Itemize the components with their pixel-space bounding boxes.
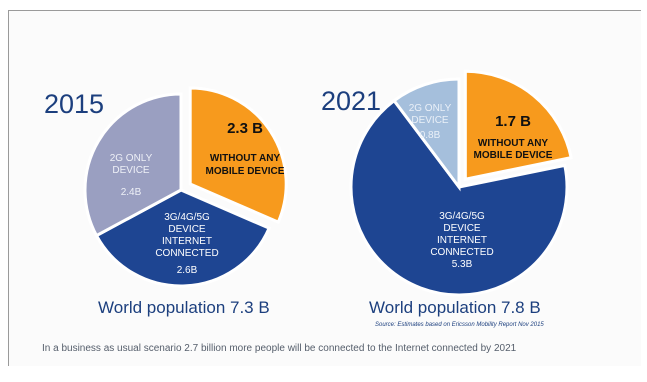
pie-label-line: 3G/4G/5G xyxy=(439,211,485,222)
pie-slice-2021-1 xyxy=(349,98,569,297)
source-note: Source: Estimates based on Ericsson Mobi… xyxy=(375,322,544,328)
footnote: In a business as usual scenario 2.7 bill… xyxy=(42,343,517,354)
pie-label-line: DEVICE xyxy=(112,165,150,176)
pie-caption-2021: World population 7.8 B xyxy=(369,298,541,317)
pie-label-line: 2G ONLY xyxy=(409,103,452,114)
pie-slice-2015-0 xyxy=(188,86,288,225)
pie-title-2015: 2015 xyxy=(44,89,104,119)
pie-label-line: 2.3 B xyxy=(227,120,263,137)
pie-label-2015-1: 3G/4G/5G DEVICE INTERNET CONNECTED 2.6B xyxy=(155,212,218,276)
pie-label-line: DEVICE xyxy=(168,224,206,235)
pie-label-line: CONNECTED xyxy=(155,248,218,259)
pie-slice-2015-2 xyxy=(83,92,183,238)
pie-label-line: 0.8B xyxy=(420,130,441,141)
pie-label-line: INTERNET xyxy=(437,235,487,246)
pie-label-2021-0: 1.7 B WITHOUT ANY MOBILE DEVICE xyxy=(474,113,553,161)
pie-label-2021-2: 2G ONLY DEVICE 0.8B xyxy=(409,103,452,141)
pie-label-line: 5.3B xyxy=(452,259,473,270)
pie-label-line: MOBILE DEVICE xyxy=(474,150,553,161)
pie-label-line: CONNECTED xyxy=(430,247,493,258)
pie-label-line: 2.4B xyxy=(121,187,142,198)
pie-label-line: MOBILE DEVICE xyxy=(206,166,285,177)
pie-label-2021-1: 3G/4G/5G DEVICE INTERNET CONNECTED 5.3B xyxy=(430,211,493,270)
pie-label-line: 2.6B xyxy=(177,265,198,276)
pie-label-line: DEVICE xyxy=(411,115,449,126)
pie-label-2015-2: 2G ONLY DEVICE 2.4B xyxy=(110,153,153,198)
pie-slice-2021-0 xyxy=(463,69,573,182)
pie-caption-2015: World population 7.3 B xyxy=(98,298,270,317)
pie-label-line: WITHOUT ANY xyxy=(478,138,549,149)
pie-title-2021: 2021 xyxy=(321,86,381,116)
pie-label-line: WITHOUT ANY xyxy=(210,153,281,164)
pie-label-line: 1.7 B xyxy=(495,113,531,130)
pie-label-line: INTERNET xyxy=(162,236,212,247)
pie-label-line: 2G ONLY xyxy=(110,153,153,164)
pie-label-2015-0: 2.3 B WITHOUT ANY MOBILE DEVICE xyxy=(206,120,285,177)
pie-label-line: 3G/4G/5G xyxy=(164,212,210,223)
pie-slice-2021-2 xyxy=(392,77,461,192)
pie-label-line: DEVICE xyxy=(443,223,481,234)
